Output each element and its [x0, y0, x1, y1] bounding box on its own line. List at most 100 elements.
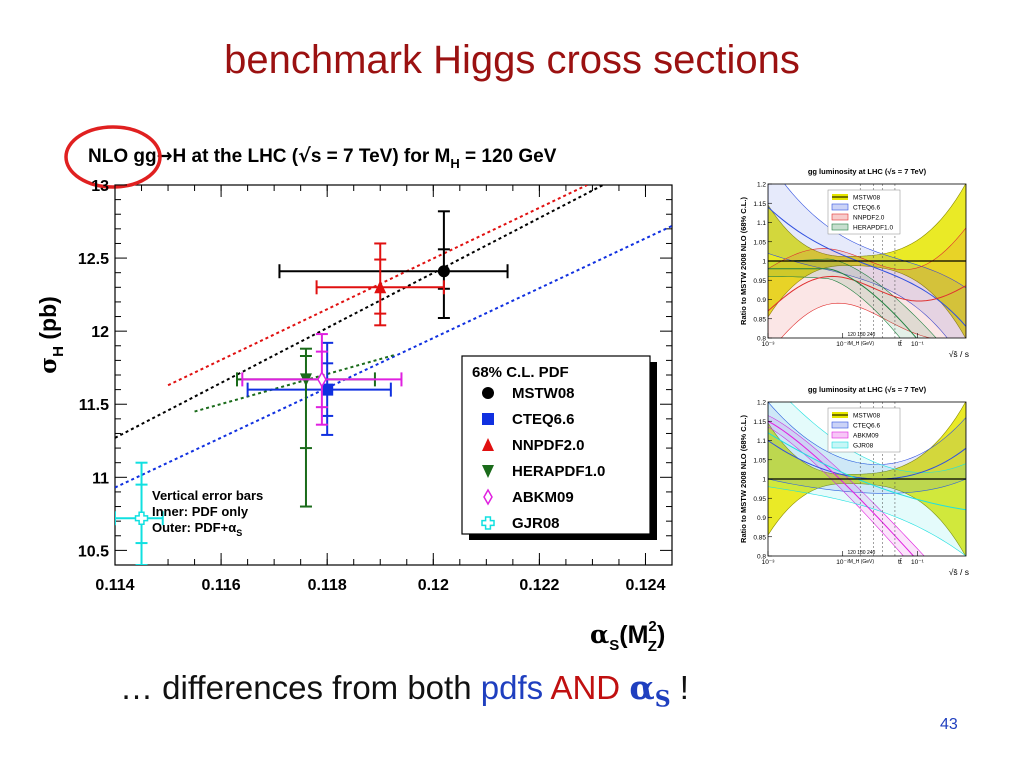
legend-marker	[482, 465, 494, 478]
caption-text: … differences from both	[120, 669, 481, 706]
x-tick-label: 0.114	[95, 577, 134, 594]
legend-label: ABKM09	[512, 489, 574, 506]
inset-legend-label: NNPDF2.0	[853, 215, 885, 222]
legend-marker	[483, 488, 493, 506]
y-tick-label: 11	[92, 470, 109, 487]
marker-MSTW08	[437, 265, 450, 278]
inset-title: gg luminosity at LHC (√s = 7 TeV)	[808, 385, 927, 394]
inset-legend-label: MSTW08	[853, 195, 880, 202]
legend-marker	[481, 516, 495, 530]
legend-title: 68% C.L. PDF	[472, 364, 569, 381]
series-curve	[768, 275, 966, 312]
y-label-unit: (pb)	[35, 296, 61, 346]
x-tick-label: 0.122	[519, 577, 559, 594]
inset-x-axis-label: √ŝ / s	[949, 349, 969, 359]
title-part: s = 7 TeV) for M	[311, 146, 451, 167]
inset-y-tick-label: 0.95	[753, 278, 766, 285]
legend-box	[461, 355, 651, 535]
inset-legend-swatch	[831, 421, 849, 429]
inset-x-tick-label: 10⁻³	[762, 559, 776, 566]
inset-legend-label: GJR08	[853, 443, 874, 450]
y-label-sub: H	[50, 346, 67, 357]
annotation-line2: Inner: PDF only	[152, 504, 249, 519]
x-axis-label: αS(M2 Z)	[590, 618, 665, 655]
inset-title: gg luminosity at LHC (√s = 7 TeV)	[808, 167, 927, 176]
inset-y-tick-label: 0.9	[757, 515, 766, 522]
inset-y-tick-label: 1.2	[757, 400, 766, 407]
caption-exclaim: !	[679, 669, 689, 706]
inset-x-tick-label: 10⁻²	[836, 341, 850, 348]
marker-GJR08	[134, 511, 149, 525]
legend-item: CTEQ6.6	[482, 411, 575, 428]
caption-alpha-sub: S	[654, 686, 671, 713]
series-curve	[768, 432, 966, 511]
ttbar-label: tt̄	[898, 558, 902, 566]
legend-marker	[482, 438, 494, 451]
x-label-open: (M	[619, 621, 648, 649]
uncertainty-band	[768, 227, 966, 338]
ttbar-label: tt̄	[898, 340, 902, 348]
x-label-sup: 2	[648, 618, 656, 635]
highlight-circle	[64, 125, 162, 189]
caption-and: AND	[550, 669, 621, 706]
inset-legend-label: MSTW08	[853, 413, 880, 420]
mass-values: 120 180 240	[847, 332, 875, 338]
inset-y-tick-label: 1.15	[753, 419, 766, 426]
inset-chart-bottom: gg luminosity at LHC (√s = 7 TeV) 0.8 0.85…	[732, 378, 1004, 586]
uncertainty-band	[768, 258, 937, 338]
point-group	[115, 461, 164, 565]
y-axis-label: σH (pb)	[35, 296, 67, 374]
bottom-caption: … differences from both pdfs AND αS !	[120, 668, 689, 713]
page-number: 43	[940, 716, 958, 733]
trend-line	[115, 185, 604, 439]
inset-y-tick-label: 1	[762, 259, 766, 266]
inset-y-tick-label: 0.8	[757, 554, 766, 561]
marker-NNPDF2.0	[374, 280, 387, 294]
inset-legend-label: HERAPDF1.0	[853, 225, 893, 232]
series-curve	[768, 206, 966, 327]
x-tick-label: 0.116	[202, 577, 241, 594]
legend-item: GJR08	[481, 515, 560, 532]
inset-legend-label: CTEQ6.6	[853, 205, 880, 212]
main-chart: NLO gg→H at the LHC (√s = 7 TeV) for MH …	[35, 125, 673, 655]
inset-y-tick-label: 1.05	[753, 239, 766, 246]
inset-legend-swatch	[831, 441, 849, 449]
inset-y-tick-label: 1.1	[757, 220, 766, 227]
title-part: NLO gg	[88, 146, 157, 167]
inset-y-axis-label: Ratio to MSTW 2008 NLO (68% C.L.)	[739, 415, 748, 543]
x-label-alpha: α	[590, 620, 609, 649]
slide-title: benchmark Higgs cross sections	[224, 38, 800, 82]
y-tick-label: 12.5	[78, 251, 109, 268]
trend-line	[115, 225, 672, 489]
legend-item: NNPDF2.0	[482, 437, 585, 454]
legend-item: MSTW08	[482, 385, 575, 402]
legend-label: HERAPDF1.0	[512, 463, 605, 480]
x-label-sub2: Z	[648, 638, 657, 655]
inset-y-tick-label: 0.9	[757, 297, 766, 304]
data-points	[115, 210, 509, 565]
inset-legend-swatch	[831, 203, 849, 211]
legend-item: HERAPDF1.0	[482, 463, 605, 480]
inset-x-tick-label: 10⁻²	[836, 559, 850, 566]
title-sqrt: √	[298, 145, 311, 167]
inset-chart-top: gg luminosity at LHC (√s = 7 TeV) 0.8 0.85…	[732, 160, 1004, 368]
legend-marker	[482, 387, 494, 399]
point-group	[278, 210, 509, 319]
inset-y-tick-label: 1	[762, 477, 766, 484]
x-label-sub: S	[609, 637, 619, 654]
legend-label: CTEQ6.6	[512, 411, 575, 428]
title-part: H at the LHC (	[173, 146, 299, 167]
series-curve	[768, 420, 915, 556]
x-tick-label: 0.124	[625, 577, 665, 594]
legend-label: MSTW08	[512, 385, 575, 402]
inset-x-tick-label: 10⁻³	[762, 341, 776, 348]
annotation-line1: Vertical error bars	[152, 488, 263, 503]
point-group	[241, 333, 403, 426]
mass-axis-label: M_H (GeV)	[849, 341, 875, 347]
dashed-lines	[115, 185, 672, 489]
inset-x-axis-label: √ŝ / s	[949, 567, 969, 577]
inset-y-tick-label: 1.05	[753, 457, 766, 464]
inset-y-tick-label: 1.2	[757, 182, 766, 189]
inset-legend-swatch	[831, 213, 849, 221]
y-tick-label: 12	[91, 324, 109, 341]
